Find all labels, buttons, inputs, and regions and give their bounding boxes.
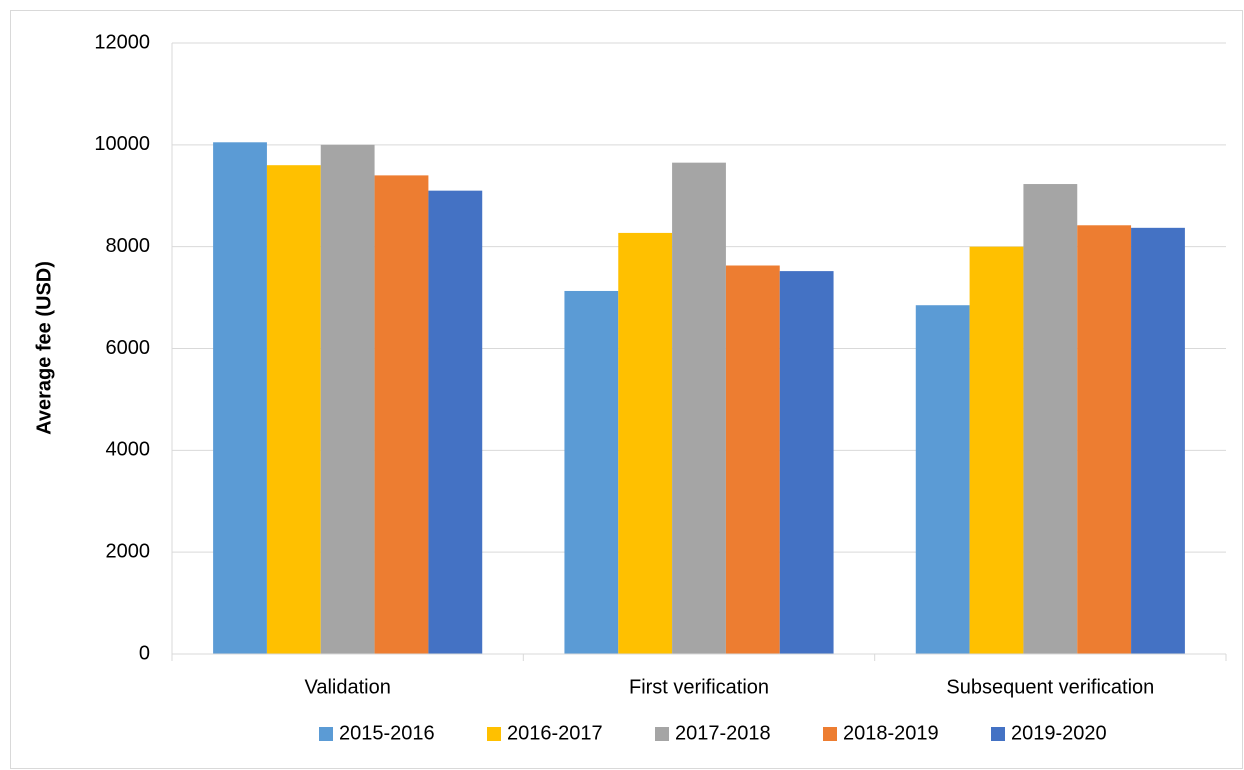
y-tick-label: 0 [139, 642, 150, 664]
bar [1077, 225, 1132, 654]
x-tick-label: Subsequent verification [946, 676, 1154, 698]
legend-label: 2017-2018 [675, 722, 771, 744]
bar [725, 265, 780, 654]
x-tick-label: Validation [304, 676, 390, 698]
y-tick-label: 8000 [106, 235, 151, 257]
bar [213, 142, 267, 654]
y-tick-label: 10000 [94, 133, 150, 155]
legend-label: 2019-2020 [1011, 722, 1107, 744]
bar [915, 305, 970, 654]
legend-label: 2016-2017 [507, 722, 603, 744]
y-axis-label: Average fee (USD) [33, 261, 55, 435]
bar [428, 190, 483, 655]
bar [1023, 184, 1078, 654]
y-tick-label: 12000 [94, 31, 150, 53]
legend-label: 2018-2019 [843, 722, 939, 744]
bar [374, 175, 429, 654]
legend-swatch [655, 727, 669, 741]
y-tick-label: 4000 [106, 439, 151, 461]
y-tick-label: 6000 [106, 337, 151, 359]
y-tick-label: 2000 [106, 540, 151, 562]
bar [564, 290, 619, 654]
legend-swatch [487, 727, 501, 741]
legend-swatch [823, 727, 837, 741]
bar [779, 271, 834, 654]
legend-swatch [991, 727, 1005, 741]
bar [969, 246, 1024, 654]
x-tick-label: First verification [629, 676, 769, 698]
bar [618, 232, 673, 654]
legend-label: 2015-2016 [339, 722, 435, 744]
bar [266, 165, 321, 654]
bar [672, 162, 726, 654]
bar [1131, 227, 1185, 654]
bar [320, 144, 375, 655]
legend-swatch [319, 727, 333, 741]
